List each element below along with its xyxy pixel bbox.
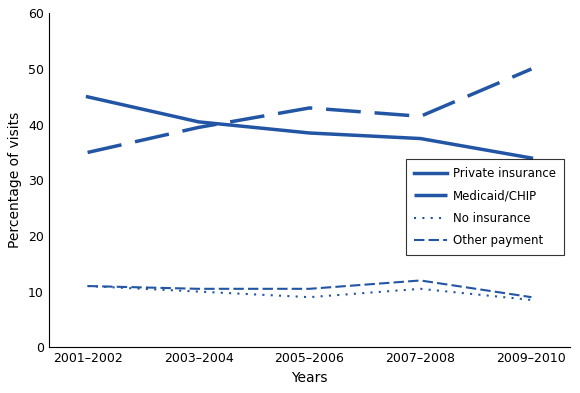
Legend: Private insurance, Medicaid/CHIP, No insurance, Other payment: Private insurance, Medicaid/CHIP, No ins…	[406, 158, 564, 255]
X-axis label: Years: Years	[291, 371, 328, 385]
Y-axis label: Percentage of visits: Percentage of visits	[8, 112, 23, 248]
